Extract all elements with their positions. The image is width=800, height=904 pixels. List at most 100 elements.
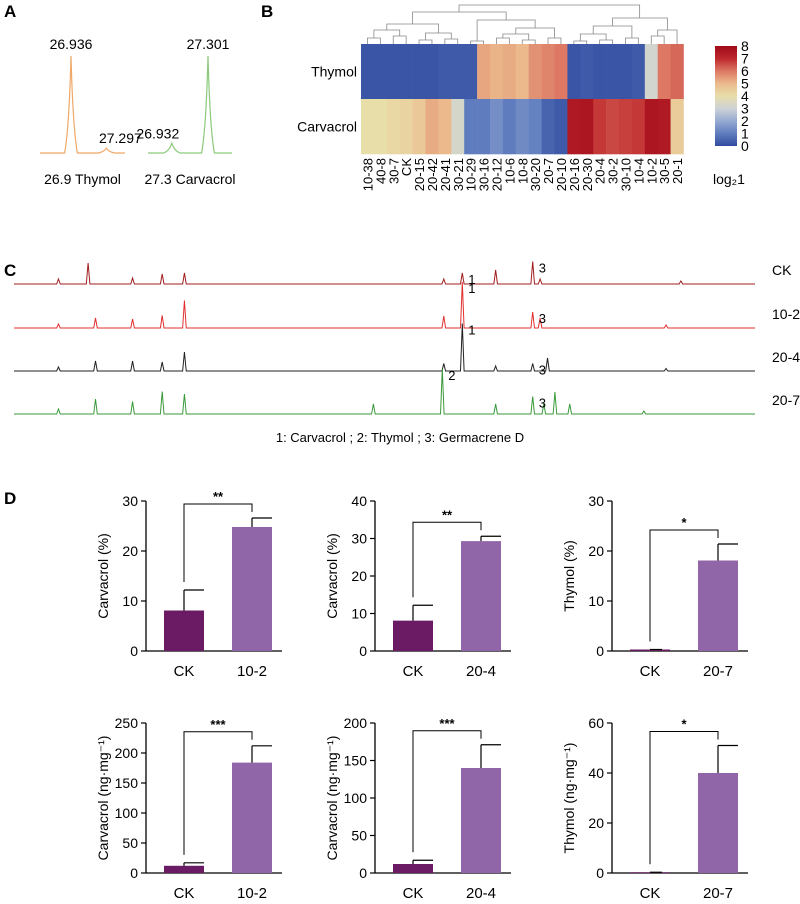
heatmap-cell-1-6 xyxy=(438,99,452,155)
panel-a-chromatograms: 26.936 27.297 26.9 Thymol 26.932 27.301 27.3 … xyxy=(40,36,236,187)
heatmap-column-label: 20-7 xyxy=(541,158,556,184)
y-tick-label: 0 xyxy=(130,643,138,659)
y-tick-label: 100 xyxy=(115,805,139,821)
x-tick-label: 20-7 xyxy=(703,663,733,680)
heatmap-cell-0-22 xyxy=(644,44,658,100)
x-tick-label: 10-2 xyxy=(237,663,267,680)
heatmap-cell-1-24 xyxy=(670,99,684,155)
heatmap-cell-1-4 xyxy=(412,99,426,155)
y-tick-label: 30 xyxy=(588,493,604,509)
heatmap-cell-0-2 xyxy=(386,44,400,100)
panel-label-d: D xyxy=(4,489,16,508)
heatmap-column-label: 20-10 xyxy=(554,158,569,191)
peak-legend: 1: Carvacrol ; 2: Thymol ; 3: Germacrene… xyxy=(276,430,524,445)
chromatogram-caption: 27.3 Carvacrol xyxy=(144,171,235,187)
peak-annotation: 3 xyxy=(539,396,546,411)
y-tick-label: 20 xyxy=(588,543,604,559)
heatmap-cell-0-1 xyxy=(373,44,388,100)
peak-label: 27.301 xyxy=(187,36,230,52)
heatmap-row-label: Thymol xyxy=(311,64,357,80)
heatmap-cell-0-17 xyxy=(580,44,594,100)
y-tick-label: 30 xyxy=(351,531,367,547)
heatmap-cell-0-8 xyxy=(464,44,478,100)
bar-subplot-6: 0 20 40 60 Thymol (ng·mg⁻¹) CK 20-7 * xyxy=(561,715,748,902)
y-axis-label: Carvacrol (ng·mg⁻¹) xyxy=(95,736,111,861)
panel-label-b: B xyxy=(261,2,273,21)
y-tick-label: 200 xyxy=(115,745,139,761)
bar-CK xyxy=(630,649,670,651)
heatmap-cell-1-0 xyxy=(361,99,375,155)
x-tick-label: CK xyxy=(403,663,424,680)
bar-CK xyxy=(164,865,204,873)
y-tick-label: 20 xyxy=(122,543,138,559)
heatmap-column-label: 40-8 xyxy=(373,158,388,184)
trace-20-7 xyxy=(14,368,755,415)
y-tick-label: 0 xyxy=(130,865,138,881)
colorbar xyxy=(715,46,737,146)
significance-bracket xyxy=(649,731,719,865)
heatmap-column-label: 10-38 xyxy=(360,158,375,191)
bar-10-2 xyxy=(232,527,272,651)
heatmap-column-label: 20-42 xyxy=(425,158,440,191)
heatmap-cell-1-14 xyxy=(541,99,555,155)
heatmap-cell-0-3 xyxy=(399,44,413,100)
chromatogram-trace xyxy=(148,55,232,154)
heatmap-column-label: CK xyxy=(399,158,414,176)
y-tick-label: 250 xyxy=(115,715,139,731)
y-tick-label: 150 xyxy=(115,775,139,791)
heatmap-cell-1-3 xyxy=(399,99,413,155)
dendrogram xyxy=(367,4,678,44)
heatmap-cell-1-17 xyxy=(580,99,594,155)
heatmap-cell-0-10 xyxy=(490,44,504,100)
y-tick-label: 100 xyxy=(344,790,368,806)
heatmap-cell-0-7 xyxy=(451,44,465,100)
y-tick-label: 50 xyxy=(351,828,367,844)
x-tick-label: CK xyxy=(174,663,195,680)
heatmap-cell-1-16 xyxy=(567,99,581,155)
significance-marker: * xyxy=(681,717,687,732)
peak-label: 27.297 xyxy=(99,130,142,146)
heatmap-cell-1-12 xyxy=(515,99,529,155)
bar-20-4 xyxy=(461,768,501,873)
x-tick-label: CK xyxy=(640,663,661,680)
heatmap-cell-0-16 xyxy=(567,44,581,100)
heatmap-cell-1-15 xyxy=(554,99,568,155)
colorbar-tick: 0 xyxy=(741,138,749,154)
heatmap-column-label: 20-4 xyxy=(593,158,608,184)
colorbar-tick: 3 xyxy=(741,101,749,117)
heatmap-cell-0-20 xyxy=(619,44,633,100)
heatmap-cell-0-23 xyxy=(657,44,671,100)
y-tick-label: 20 xyxy=(351,568,367,584)
heatmap-cell-1-9 xyxy=(477,99,491,155)
x-tick-label: 10-2 xyxy=(237,885,267,902)
significance-bracket xyxy=(183,503,253,582)
significance-marker: ** xyxy=(442,507,453,522)
heatmap-cell-0-19 xyxy=(606,44,620,100)
y-axis-label: Carvacrol (%) xyxy=(324,533,340,619)
heatmap-cell-1-5 xyxy=(425,99,439,155)
heatmap-cell-0-5 xyxy=(425,44,439,100)
panel-label-a: A xyxy=(4,2,16,21)
bar-CK xyxy=(164,610,204,651)
bar-20-4 xyxy=(461,541,501,651)
trace-label: CK xyxy=(772,262,792,278)
y-tick-label: 10 xyxy=(351,606,367,622)
heatmap-column-label: 10-29 xyxy=(464,158,479,191)
trace-CK xyxy=(14,261,755,285)
x-tick-label: CK xyxy=(403,885,424,902)
colorbar-tick: 7 xyxy=(741,51,749,67)
heatmap-column-label: 30-10 xyxy=(618,158,633,191)
panel-b-heatmap: ThymolCarvacrol10-3840-830-7CK20-1520-42… xyxy=(297,4,749,191)
x-tick-label: 20-4 xyxy=(466,885,496,902)
significance-bracket xyxy=(183,731,253,855)
heatmap-cell-0-14 xyxy=(541,44,555,100)
significance-marker: * xyxy=(681,515,687,530)
colorbar-tick: 1 xyxy=(741,126,749,142)
peak-annotation: 1 xyxy=(468,272,475,287)
heatmap-cell-1-19 xyxy=(606,99,620,155)
significance-marker: *** xyxy=(210,717,226,732)
y-tick-label: 30 xyxy=(122,493,138,509)
bar-20-7 xyxy=(698,560,738,651)
